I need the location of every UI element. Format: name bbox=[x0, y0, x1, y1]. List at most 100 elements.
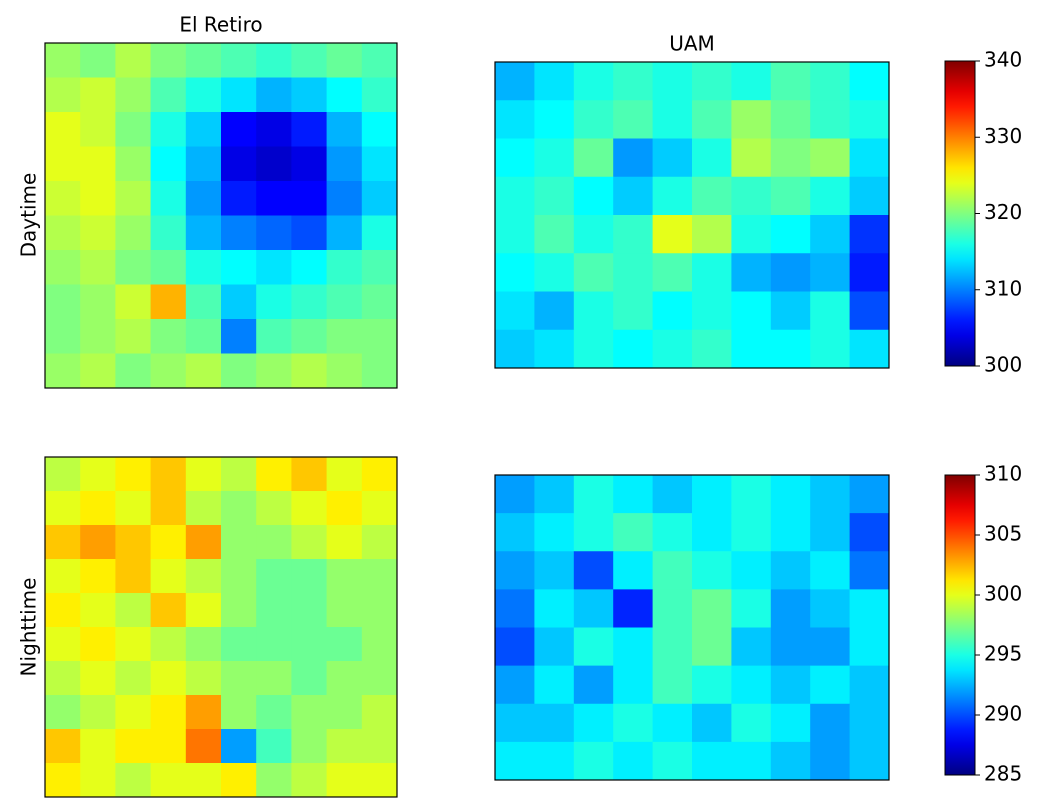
heat-cell bbox=[291, 593, 328, 628]
heat-cell bbox=[185, 181, 222, 216]
heat-cell bbox=[652, 741, 693, 781]
heat-cell bbox=[256, 695, 292, 730]
heat-cell bbox=[652, 551, 693, 590]
heat-cell bbox=[291, 729, 328, 764]
heat-cell bbox=[849, 100, 890, 139]
colorbar-tick-label: 290 bbox=[984, 702, 1022, 726]
colorbar-tick-label: 305 bbox=[984, 522, 1022, 546]
heat-cell bbox=[770, 291, 811, 331]
heat-cell bbox=[770, 138, 811, 178]
heat-cell bbox=[495, 627, 535, 667]
heat-cell bbox=[115, 77, 152, 113]
heat-cell bbox=[534, 703, 575, 743]
heat-cell bbox=[185, 661, 222, 696]
heat-cell bbox=[115, 763, 152, 798]
heat-cell bbox=[495, 513, 535, 552]
heat-cell bbox=[731, 176, 772, 216]
heat-cell bbox=[849, 215, 890, 254]
heat-cell bbox=[80, 763, 116, 798]
heat-cell bbox=[652, 589, 693, 628]
heat-cell bbox=[731, 551, 772, 590]
heat-cell bbox=[534, 513, 575, 552]
heat-cell bbox=[185, 77, 222, 113]
heat-cell bbox=[731, 100, 772, 139]
heat-cell bbox=[115, 627, 152, 662]
heat-cell bbox=[115, 250, 152, 285]
heat-cell bbox=[692, 665, 732, 705]
heat-cell bbox=[849, 62, 890, 101]
heat-cell bbox=[326, 284, 363, 320]
heat-cell bbox=[326, 695, 363, 730]
heat-cell bbox=[573, 665, 614, 705]
heat-cell bbox=[326, 627, 363, 662]
heat-cell bbox=[849, 513, 890, 552]
heat-cell bbox=[115, 284, 152, 320]
heat-cell bbox=[291, 627, 328, 662]
heat-cell bbox=[573, 741, 614, 781]
heat-cell bbox=[613, 100, 654, 139]
heat-cell bbox=[291, 77, 328, 113]
heat-cell bbox=[810, 138, 851, 178]
heat-cell bbox=[495, 703, 535, 743]
heat-cell bbox=[256, 559, 292, 594]
colorbar bbox=[944, 474, 976, 776]
heat-cell bbox=[80, 319, 116, 354]
heat-cell bbox=[150, 763, 187, 798]
heat-cell bbox=[256, 319, 292, 354]
heat-cell bbox=[291, 457, 328, 492]
heat-cell bbox=[692, 100, 732, 139]
heat-cell bbox=[291, 181, 328, 216]
heat-cell bbox=[150, 215, 187, 251]
heat-cell bbox=[573, 589, 614, 628]
heat-cell bbox=[692, 475, 732, 514]
heat-cell bbox=[849, 741, 890, 781]
heat-cell bbox=[45, 319, 81, 354]
heat-cell bbox=[810, 551, 851, 590]
heat-cell bbox=[150, 112, 187, 147]
colorbar-tick-label: 310 bbox=[984, 276, 1022, 300]
heat-cell bbox=[115, 457, 152, 492]
heat-cell bbox=[45, 525, 81, 560]
heat-cell bbox=[326, 215, 363, 251]
heat-cell bbox=[770, 100, 811, 139]
heat-cell bbox=[256, 215, 292, 251]
heat-cell bbox=[849, 627, 890, 667]
heat-cell bbox=[291, 319, 328, 354]
heat-cell bbox=[810, 329, 851, 369]
heat-cell bbox=[692, 253, 732, 292]
heat-cell bbox=[80, 43, 116, 78]
heat-cell bbox=[573, 329, 614, 369]
heat-cell bbox=[185, 559, 222, 594]
heat-cell bbox=[495, 291, 535, 331]
heat-cell bbox=[361, 112, 398, 147]
heat-cell bbox=[731, 589, 772, 628]
heat-cell bbox=[221, 525, 257, 560]
heat-cell bbox=[80, 77, 116, 113]
heat-cell bbox=[652, 62, 693, 101]
heat-cell bbox=[810, 741, 851, 781]
heat-cell bbox=[80, 559, 116, 594]
heat-cell bbox=[692, 741, 732, 781]
heat-cell bbox=[692, 329, 732, 369]
heat-cell bbox=[495, 665, 535, 705]
heat-cell bbox=[810, 475, 851, 514]
heat-cell bbox=[692, 215, 732, 254]
heat-cell bbox=[534, 176, 575, 216]
heat-cell bbox=[256, 593, 292, 628]
heat-cell bbox=[45, 729, 81, 764]
heat-cell bbox=[361, 215, 398, 251]
heat-cell bbox=[810, 513, 851, 552]
colorbar-tick-label: 340 bbox=[984, 48, 1022, 72]
heat-cell bbox=[361, 559, 398, 594]
heat-cell bbox=[45, 353, 81, 389]
heat-cell bbox=[80, 491, 116, 526]
heat-cell bbox=[326, 457, 363, 492]
heat-cell bbox=[652, 665, 693, 705]
heatmap-panel bbox=[45, 43, 398, 389]
heat-cell bbox=[45, 491, 81, 526]
colorbar bbox=[944, 60, 976, 367]
heat-cell bbox=[770, 253, 811, 292]
heat-cell bbox=[849, 551, 890, 590]
heat-cell bbox=[80, 146, 116, 182]
heat-cell bbox=[534, 741, 575, 781]
